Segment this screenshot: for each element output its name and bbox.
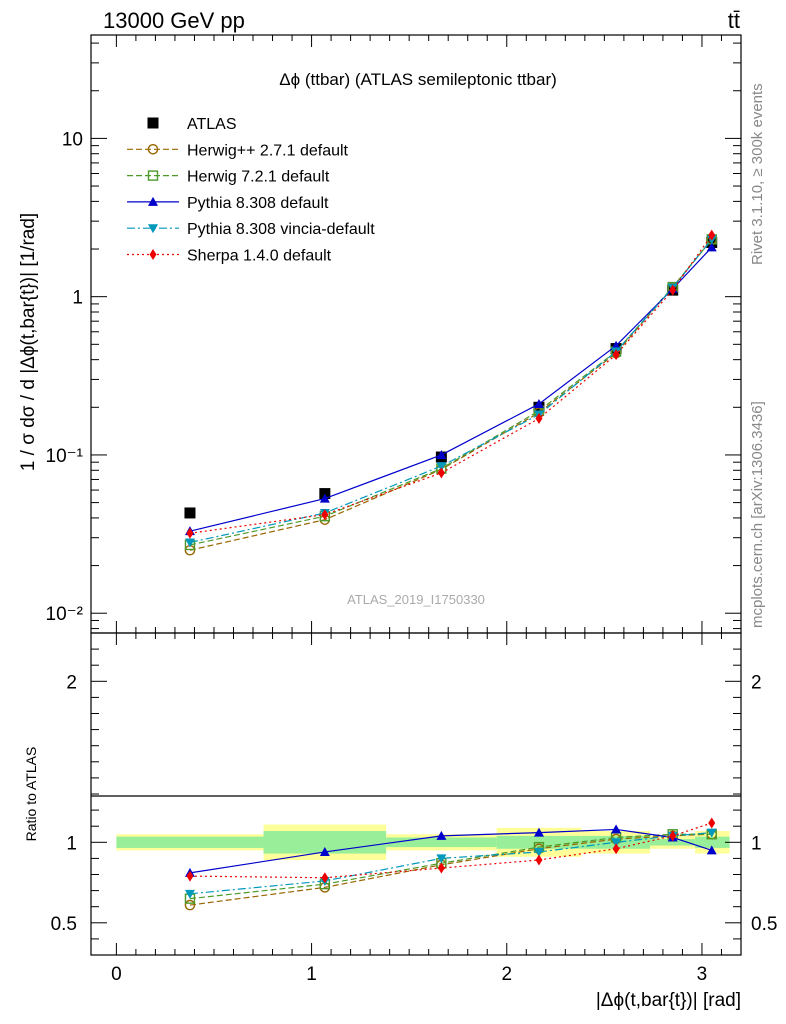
mcplots-label: mcplots.cern.ch [arXiv:1306.3436]	[749, 401, 766, 628]
main-y-tick-label: 10⁻²	[46, 604, 84, 625]
main-point-sherpa-1-4-0-default	[669, 284, 677, 296]
ratio-point-sherpa-1-4-0-default	[321, 872, 329, 884]
main-line-herwig-7-2-1-default	[189, 239, 713, 546]
x-tick-label: 1	[306, 964, 317, 985]
main-point-pythia-8-308-default	[533, 398, 544, 408]
main-point-sherpa-1-4-0-default	[321, 509, 329, 521]
ratio-point-sherpa-1-4-0-default	[535, 854, 543, 866]
ratio-y-tick-label-right: 1	[751, 833, 762, 854]
legend: ATLAS Herwig++ 2.7.1 default Herwig 7.2.1 …	[127, 116, 375, 265]
ratio-point-pythia-8-308-vincia-default	[611, 838, 622, 848]
main-point-sherpa-1-4-0-default	[535, 412, 543, 424]
legend-label-sherpa-1-4-0-default: Sherpa 1.4.0 default	[187, 248, 332, 265]
ratio-y-tick-label-right: 0.5	[751, 914, 777, 935]
ratio-y-tick-label: 1	[66, 833, 77, 854]
ratio-point-pythia-8-308-default	[706, 845, 717, 855]
legend-label-herwig-7-2-1-default: Herwig 7.2.1 default	[187, 169, 330, 186]
ratio-point-sherpa-1-4-0-default	[669, 830, 677, 842]
legend-label-pythia-8-308-vincia-default: Pythia 8.308 vincia-default	[187, 221, 375, 238]
ratio-point-sherpa-1-4-0-default	[437, 862, 445, 874]
plot-title: Δϕ (ttbar) (ATLAS semileptonic ttbar)	[279, 70, 557, 89]
rivet-label: Rivet 3.1.10, ≥ 300k events	[749, 83, 766, 265]
main-line-sherpa-1-4-0-default	[189, 234, 713, 534]
ratio-point-pythia-8-308-default	[436, 830, 447, 840]
ratio-point-pythia-8-308-default	[533, 827, 544, 837]
process-title: tt̄	[728, 8, 740, 33]
legend-label-atlas: ATLAS	[187, 116, 237, 133]
main-line-herwig-2-7-1-default	[189, 239, 713, 551]
ratio-point-pythia-8-308-vincia-default	[706, 828, 717, 838]
ratio-point-herwig-2-7-1-default	[184, 899, 196, 911]
ratio-y-tick-label: 0.5	[51, 914, 77, 935]
watermark: ATLAS_2019_I1750330	[347, 592, 485, 607]
main-point-atlas	[184, 507, 196, 519]
main-line-pythia-8-308-vincia-default	[189, 239, 713, 544]
ratio-frame	[90, 632, 742, 956]
legend-label-herwig-2-7-1-default: Herwig++ 2.7.1 default	[187, 142, 349, 159]
legend-marker-herwig-7-2-1-default	[147, 170, 159, 181]
y-axis-label: 1 / σ dσ / d |Δϕ(t,bar{t})| [1/rad]	[18, 213, 39, 471]
ratio-panel: 0 1 2 3 0.5 0.5 1 1 2 2 Ratio to ATLAS |Δϕ(t,bar{…	[23, 632, 777, 1011]
main-point-atlas	[319, 488, 331, 500]
main-y-tick-label: 10	[62, 129, 83, 150]
main-axes-layer: 10⁻² 10⁻¹ 1 10	[46, 35, 741, 633]
legend-marker-sherpa-1-4-0-default	[149, 249, 157, 260]
x-tick-label: 0	[111, 964, 122, 985]
main-point-sherpa-1-4-0-default	[186, 527, 194, 539]
ratio-y-tick-label: 2	[66, 672, 77, 693]
main-point-pythia-8-308-default	[706, 242, 717, 252]
ratio-band-inner	[116, 836, 264, 848]
ratio-band-inner	[695, 836, 730, 848]
x-tick-label: 3	[697, 964, 708, 985]
ratio-band-inner	[650, 839, 696, 846]
main-y-tick-label: 1	[72, 288, 83, 309]
main-series-layer	[184, 229, 718, 556]
legend-label-pythia-8-308-default: Pythia 8.308 default	[187, 195, 329, 212]
main-line-pythia-8-308-default	[189, 246, 713, 532]
main-point-pythia-8-308-vincia-default	[184, 538, 195, 548]
ratio-axes-layer: 0 1 2 3 0.5 0.5 1 1 2 2	[51, 632, 777, 985]
main-point-pythia-8-308-default	[436, 449, 447, 459]
main-point-pythia-8-308-default	[319, 493, 330, 503]
legend-marker-atlas	[147, 117, 159, 129]
main-point-sherpa-1-4-0-default	[437, 467, 445, 479]
ratio-y-tick-label-right: 2	[751, 672, 762, 693]
ratio-point-sherpa-1-4-0-default	[186, 870, 194, 882]
ratio-point-sherpa-1-4-0-default	[708, 817, 716, 829]
main-point-pythia-8-308-default	[611, 340, 622, 350]
legend-marker-herwig-2-7-1-default	[147, 143, 159, 155]
ratio-band-inner	[386, 837, 497, 848]
legend-marker-pythia-8-308-default	[148, 196, 158, 206]
ratio-point-pythia-8-308-vincia-default	[436, 854, 447, 864]
main-point-pythia-8-308-vincia-default	[436, 462, 447, 472]
main-panel: 10⁻² 10⁻¹ 1 10 Δϕ (ttbar) (ATLAS semilepton…	[18, 34, 742, 634]
x-axis-label: |Δϕ(t,bar{t})| [rad]	[596, 990, 741, 1011]
ratio-point-pythia-8-308-default	[611, 824, 622, 834]
ratio-point-pythia-8-308-default	[319, 846, 330, 856]
beam-energy-title: 13000 GeV pp	[103, 8, 245, 33]
ratio-series-layer	[184, 817, 718, 911]
main-y-tick-label: 10⁻¹	[46, 446, 84, 467]
main-point-sherpa-1-4-0-default	[708, 229, 716, 241]
ratio-point-pythia-8-308-vincia-default	[184, 889, 195, 899]
main-point-sherpa-1-4-0-default	[612, 349, 620, 361]
legend-marker-pythia-8-308-vincia-default	[148, 224, 158, 234]
ratio-y-axis-label: Ratio to ATLAS	[23, 747, 39, 842]
ratio-point-pythia-8-308-vincia-default	[533, 847, 544, 857]
ratio-bands-layer	[116, 824, 730, 861]
ratio-point-sherpa-1-4-0-default	[612, 843, 620, 855]
x-tick-label: 2	[501, 964, 512, 985]
